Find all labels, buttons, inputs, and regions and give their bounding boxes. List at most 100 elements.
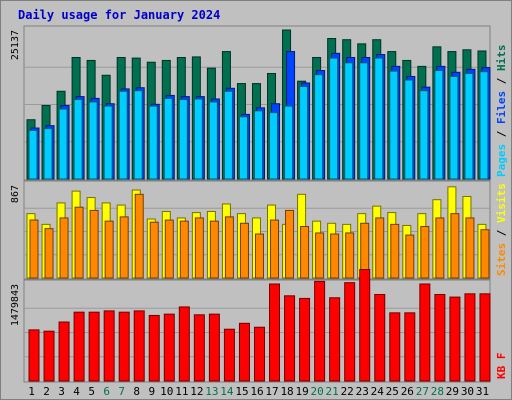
day-axis: 1 2 3 4 5 6 7 8 9 10 11 12 13 14 15 16 17 18 19 20 21 22 23 24 2… (28, 385, 489, 398)
bar-kb-f-day-31 (479, 293, 491, 382)
bar-sites-day-28 (435, 217, 445, 279)
bar-kb-f-day-28 (434, 293, 446, 382)
bar-sites-day-16 (254, 233, 264, 279)
bar-sites-day-6 (104, 220, 114, 279)
day-label-26: 26 (401, 385, 414, 398)
bar-kb-f-day-7 (118, 311, 130, 382)
bar-sites-day-5 (89, 209, 99, 279)
bar-kb-f-day-12 (193, 314, 205, 382)
day-label-11: 11 (175, 385, 188, 398)
day-label-10: 10 (160, 385, 173, 398)
bar-pages-day-7 (118, 90, 128, 180)
day-label-21: 21 (326, 385, 339, 398)
visits-panel-legend: Sites / Visits (495, 183, 508, 276)
bar-kb-f-day-30 (464, 293, 476, 382)
bar-sites-day-17 (270, 219, 280, 279)
bar-kb-f-day-18 (284, 295, 296, 382)
bar-sites-day-31 (480, 229, 490, 279)
bar-pages-day-26 (404, 79, 414, 180)
day-label-7: 7 (118, 385, 125, 398)
day-label-4: 4 (73, 385, 80, 398)
bar-sites-day-24 (375, 217, 385, 279)
day-label-14: 14 (220, 385, 234, 398)
bar-kb-f-day-5 (88, 311, 100, 382)
panels-layer: 25137 Pages / Files / Hits 867 Sites / Visi… (10, 25, 508, 383)
day-label-1: 1 (28, 385, 35, 398)
day-label-31: 31 (476, 385, 489, 398)
hits-panel-legend: Pages / Files / Hits (495, 45, 508, 178)
bar-kb-f-day-29 (449, 296, 461, 382)
day-label-20: 20 (311, 385, 324, 398)
kbytes-panel-max-label: 1479843 (10, 284, 21, 326)
bar-pages-day-6 (103, 105, 113, 180)
bar-pages-day-27 (419, 90, 429, 180)
bar-pages-day-18 (284, 105, 294, 180)
bar-sites-day-21 (330, 233, 340, 279)
bar-pages-day-31 (479, 71, 489, 180)
bar-sites-day-26 (405, 234, 415, 279)
visits-panel-max-label: 867 (10, 185, 21, 203)
bar-pages-day-14 (223, 90, 233, 180)
day-label-27: 27 (416, 385, 429, 398)
bar-sites-day-7 (119, 216, 129, 279)
series-kb-f (28, 269, 491, 382)
bar-sites-day-2 (44, 228, 54, 279)
bar-pages-day-13 (208, 101, 218, 180)
bar-pages-day-12 (193, 98, 203, 180)
bar-sites-day-4 (74, 206, 84, 279)
legend-item: Visits (495, 183, 508, 223)
bar-pages-day-30 (464, 72, 474, 180)
bar-pages-day-1 (28, 129, 38, 180)
bar-pages-day-24 (374, 57, 384, 180)
bar-kb-f-day-25 (389, 312, 401, 382)
day-label-5: 5 (88, 385, 95, 398)
bar-pages-day-19 (299, 86, 309, 180)
bar-sites-day-15 (239, 222, 249, 279)
day-label-24: 24 (371, 385, 385, 398)
day-label-25: 25 (386, 385, 399, 398)
kbytes-panel-legend: KB F (495, 353, 508, 380)
bar-kb-f-day-3 (58, 321, 70, 382)
bar-kb-f-day-23 (359, 269, 371, 382)
bar-kb-f-day-1 (28, 329, 40, 382)
bar-kb-f-day-19 (299, 297, 311, 382)
legend-item: Pages (495, 144, 508, 177)
bar-sites-day-29 (450, 213, 460, 279)
chart-title: Daily usage for January 2024 (18, 8, 220, 22)
day-label-19: 19 (295, 385, 308, 398)
bar-kb-f-day-9 (148, 314, 160, 382)
bar-sites-day-10 (164, 219, 174, 279)
bar-pages-day-16 (253, 110, 263, 180)
legend-item: KB F (495, 353, 508, 380)
bar-sites-day-3 (59, 217, 69, 279)
bar-pages-day-17 (269, 112, 279, 180)
bar-sites-day-18 (285, 209, 295, 279)
legend-item: / (495, 71, 508, 91)
day-label-29: 29 (446, 385, 459, 398)
bar-kb-f-day-10 (163, 313, 175, 382)
bar-kb-f-day-15 (238, 322, 250, 382)
legend-item: Files (495, 91, 508, 124)
bar-pages-day-3 (58, 108, 68, 180)
bar-sites-day-19 (300, 226, 310, 279)
bar-pages-day-4 (73, 99, 83, 180)
bar-pages-day-5 (88, 101, 98, 180)
hits-panel: 25137 Pages / Files / Hits (10, 25, 508, 181)
day-label-28: 28 (431, 385, 444, 398)
bar-kb-f-day-26 (404, 312, 416, 382)
bar-pages-day-8 (133, 90, 143, 180)
bar-sites-day-12 (194, 217, 204, 279)
bar-kb-f-day-17 (269, 283, 281, 382)
bar-pages-day-25 (389, 70, 399, 180)
legend-item: / (495, 124, 508, 144)
bar-kb-f-day-6 (103, 310, 115, 382)
day-label-23: 23 (356, 385, 369, 398)
bar-pages-day-20 (314, 74, 324, 180)
bar-kb-f-day-24 (374, 293, 386, 382)
bar-sites-day-8 (134, 193, 144, 279)
day-label-2: 2 (43, 385, 50, 398)
day-label-18: 18 (280, 385, 293, 398)
bar-pages-day-22 (344, 62, 354, 180)
bar-pages-day-23 (359, 62, 369, 180)
